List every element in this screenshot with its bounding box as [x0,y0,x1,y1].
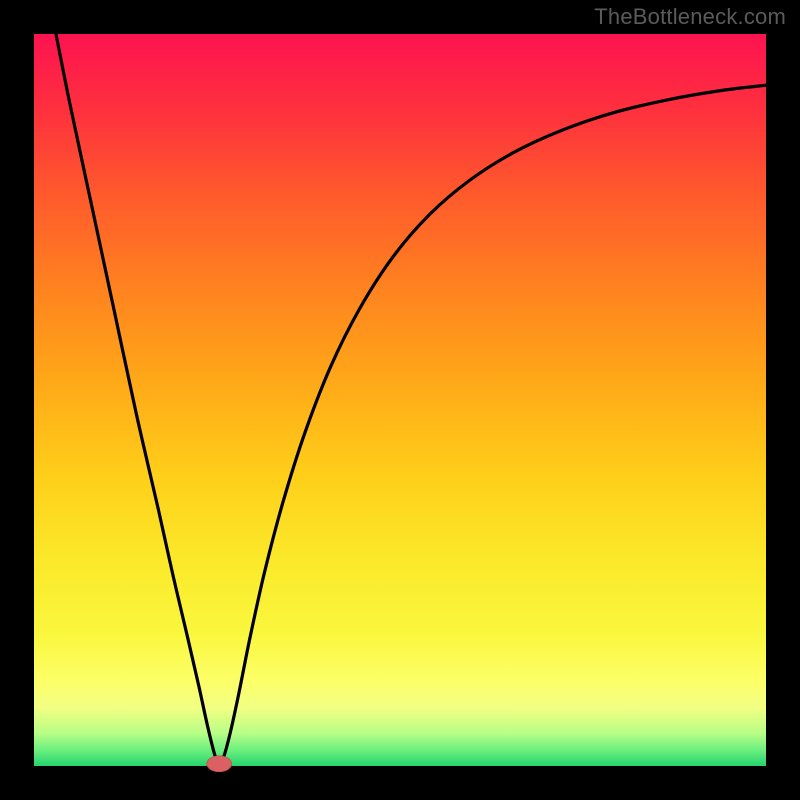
watermark-text: TheBottleneck.com [594,4,786,30]
chart-plot-area [34,34,766,766]
bottleneck-chart-svg [0,0,800,800]
chart-minimum-marker [207,756,232,772]
chart-stage: TheBottleneck.com [0,0,800,800]
